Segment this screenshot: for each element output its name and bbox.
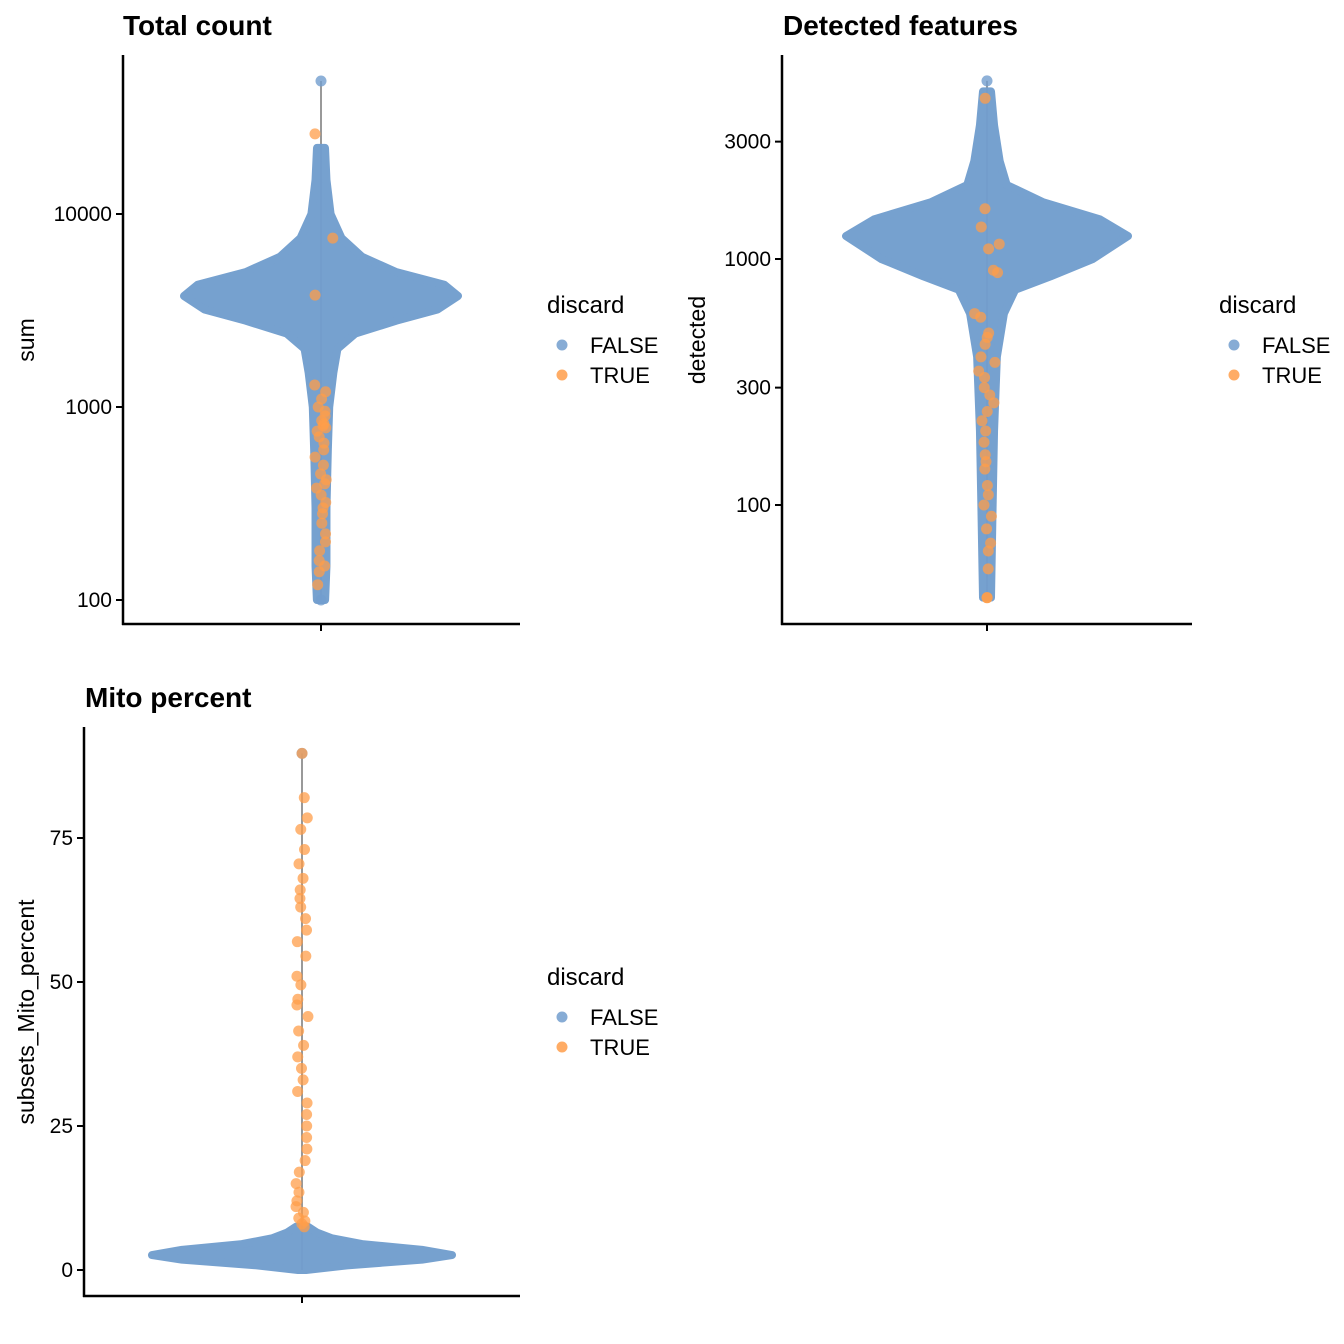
point-discard-true [301,1108,313,1120]
point-discard-true [294,892,306,904]
point-discard-true [301,1132,313,1144]
point-discard-true [301,1120,313,1132]
point-discard-true [309,289,321,301]
point-discard-true [309,128,321,140]
point-discard-true [981,480,993,492]
point-discard-true [320,528,332,540]
point-discard-true [290,1201,302,1213]
point-discard-true [319,478,331,490]
y-tick-label: 0 [61,1259,73,1282]
point-discard-true [320,422,332,434]
point-discard-true [985,510,997,522]
point-discard-true [295,823,307,835]
point-discard-true [989,356,1001,368]
point-discard-true [975,351,987,363]
point-discard-true [992,267,1004,279]
point-discard-true [327,232,339,244]
point-discard-true [979,92,991,104]
point-discard-true [298,1221,310,1233]
point-discard-true [296,747,308,759]
point-discard-true [291,936,303,948]
point-discard-true [982,489,994,501]
point-discard-true [293,858,305,870]
point-discard-true [295,901,307,913]
point-discard-true [298,844,310,856]
y-tick-label: 100 [77,589,112,612]
point-discard-true [295,979,307,991]
point-discard-true [314,545,326,557]
point-discard-true [309,451,321,463]
point-discard-true [983,243,995,255]
point-discard-true [976,415,988,427]
point-discard-true [980,425,992,437]
y-tick-label: 1000 [65,396,112,419]
point-discard-true [295,1062,307,1074]
point-discard-true [300,913,312,925]
point-discard-true [309,379,321,391]
point-discard-true [292,1085,304,1097]
point-discard-true [301,1097,313,1109]
point-discard-true [979,371,991,383]
point-discard-true [988,397,1000,409]
point-discard-true [978,499,990,511]
point-discard-true [301,812,313,824]
point-discard-true [313,566,325,578]
point-discard-true [317,508,329,520]
point-discard-true [317,459,329,471]
y-tick-label: 3000 [724,131,771,154]
point-discard-true [982,545,994,557]
panel-3: 0 25 50 75 [50,727,520,1303]
point-discard-true [301,1143,313,1155]
panel-2: 100 300 1000 3000 [724,55,1192,631]
point-discard-true [318,444,330,456]
point-discard-true [298,792,310,804]
point-discard-true [993,238,1005,250]
y-tick-label: 10000 [54,203,112,226]
point-min [315,594,327,606]
point-discard-true [981,405,993,417]
y-tick-label: 300 [736,377,771,400]
point-discard-true [319,536,331,548]
point-discard-true [300,950,312,962]
point-false-max [981,75,993,87]
point-discard-true [297,872,309,884]
point-false-max [315,75,327,87]
point-discard-true [975,221,987,233]
point-discard-true [291,970,303,982]
point-discard-true [298,1039,310,1051]
violin-false-cells [148,1222,456,1274]
point-discard-true [292,1051,304,1063]
point-discard-true [293,1025,305,1037]
panel-1: 100 1000 10000 [54,55,520,631]
point-discard-true [294,884,306,896]
point-discard-true [979,338,991,350]
point-discard-true [981,523,993,535]
point-discard-true [316,517,328,529]
point-discard-true [312,579,324,591]
point-discard-true [297,1074,309,1086]
point-discard-true [290,1178,302,1190]
point-discard-true [293,1186,305,1198]
y-tick-label: 1000 [724,248,771,271]
violin-false-cells [180,143,462,604]
y-tick-label: 25 [50,1115,73,1138]
point-discard-true [299,1155,311,1167]
point-discard-true [302,1011,314,1023]
point-discard-true [293,1166,305,1178]
point-discard-true [979,463,991,475]
point-discard-true [982,563,994,575]
y-tick-label: 50 [50,971,73,994]
y-tick-label: 75 [50,827,73,850]
point-discard-true [978,436,990,448]
point-discard-true [975,311,987,323]
point-discard-true [979,203,991,215]
y-tick-label: 100 [736,494,771,517]
point-discard-true [981,592,993,604]
point-discard-true [291,999,303,1011]
point-discard-true [301,924,313,936]
